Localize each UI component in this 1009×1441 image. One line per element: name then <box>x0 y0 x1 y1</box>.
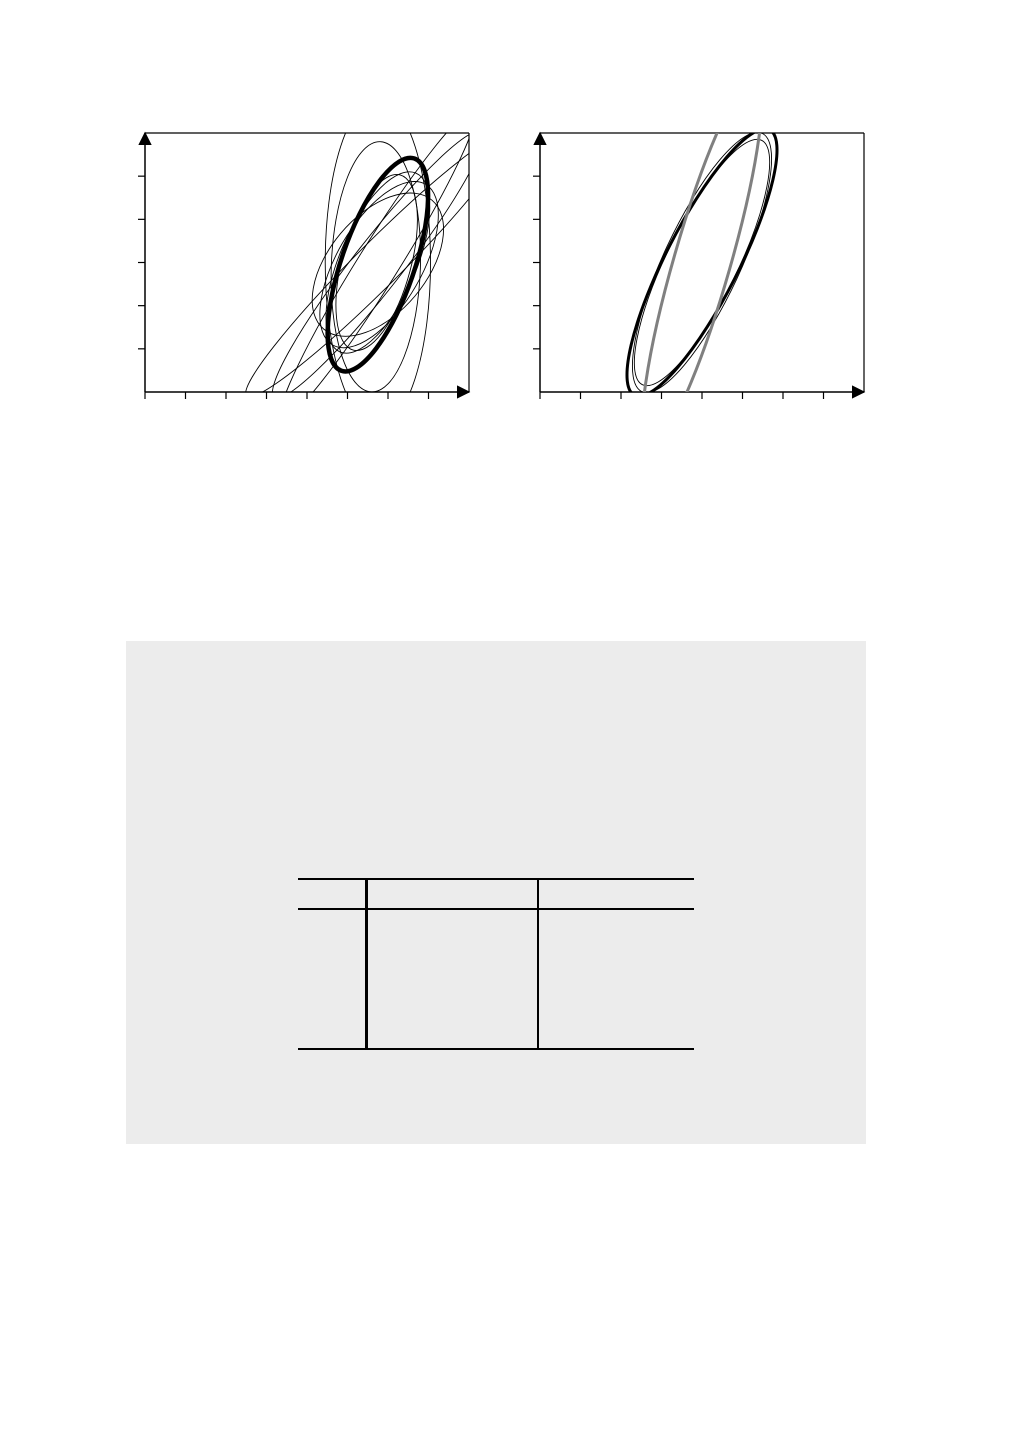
results-table <box>298 878 694 1050</box>
shaded-box <box>126 641 866 1144</box>
candidate-curve <box>330 141 422 392</box>
table-header-row <box>298 878 694 910</box>
candidate-curve <box>279 133 469 392</box>
main-curve <box>325 155 431 374</box>
candidate-curve <box>324 133 431 392</box>
table-header-cell <box>298 878 369 910</box>
candidate-curve <box>325 171 431 354</box>
candidate-curve <box>335 174 418 351</box>
right-plot <box>533 131 866 399</box>
table-header-cell <box>366 878 540 910</box>
candidate-curve <box>311 192 445 337</box>
table-cell <box>366 909 540 1050</box>
left-plot <box>138 131 471 399</box>
table-cell <box>538 909 694 1050</box>
figure-panel <box>110 118 890 418</box>
candidate-curve <box>631 133 773 392</box>
candidate-curve <box>633 138 771 387</box>
main-curve <box>625 133 779 392</box>
reference-curve <box>640 133 764 392</box>
table-row <box>298 909 694 1050</box>
candidate-curve <box>272 133 469 392</box>
figure-svg <box>138 131 866 399</box>
table-header-cell <box>538 878 694 910</box>
table-cell <box>298 909 369 1050</box>
candidate-curve <box>319 181 439 349</box>
candidate-curve <box>245 133 469 392</box>
